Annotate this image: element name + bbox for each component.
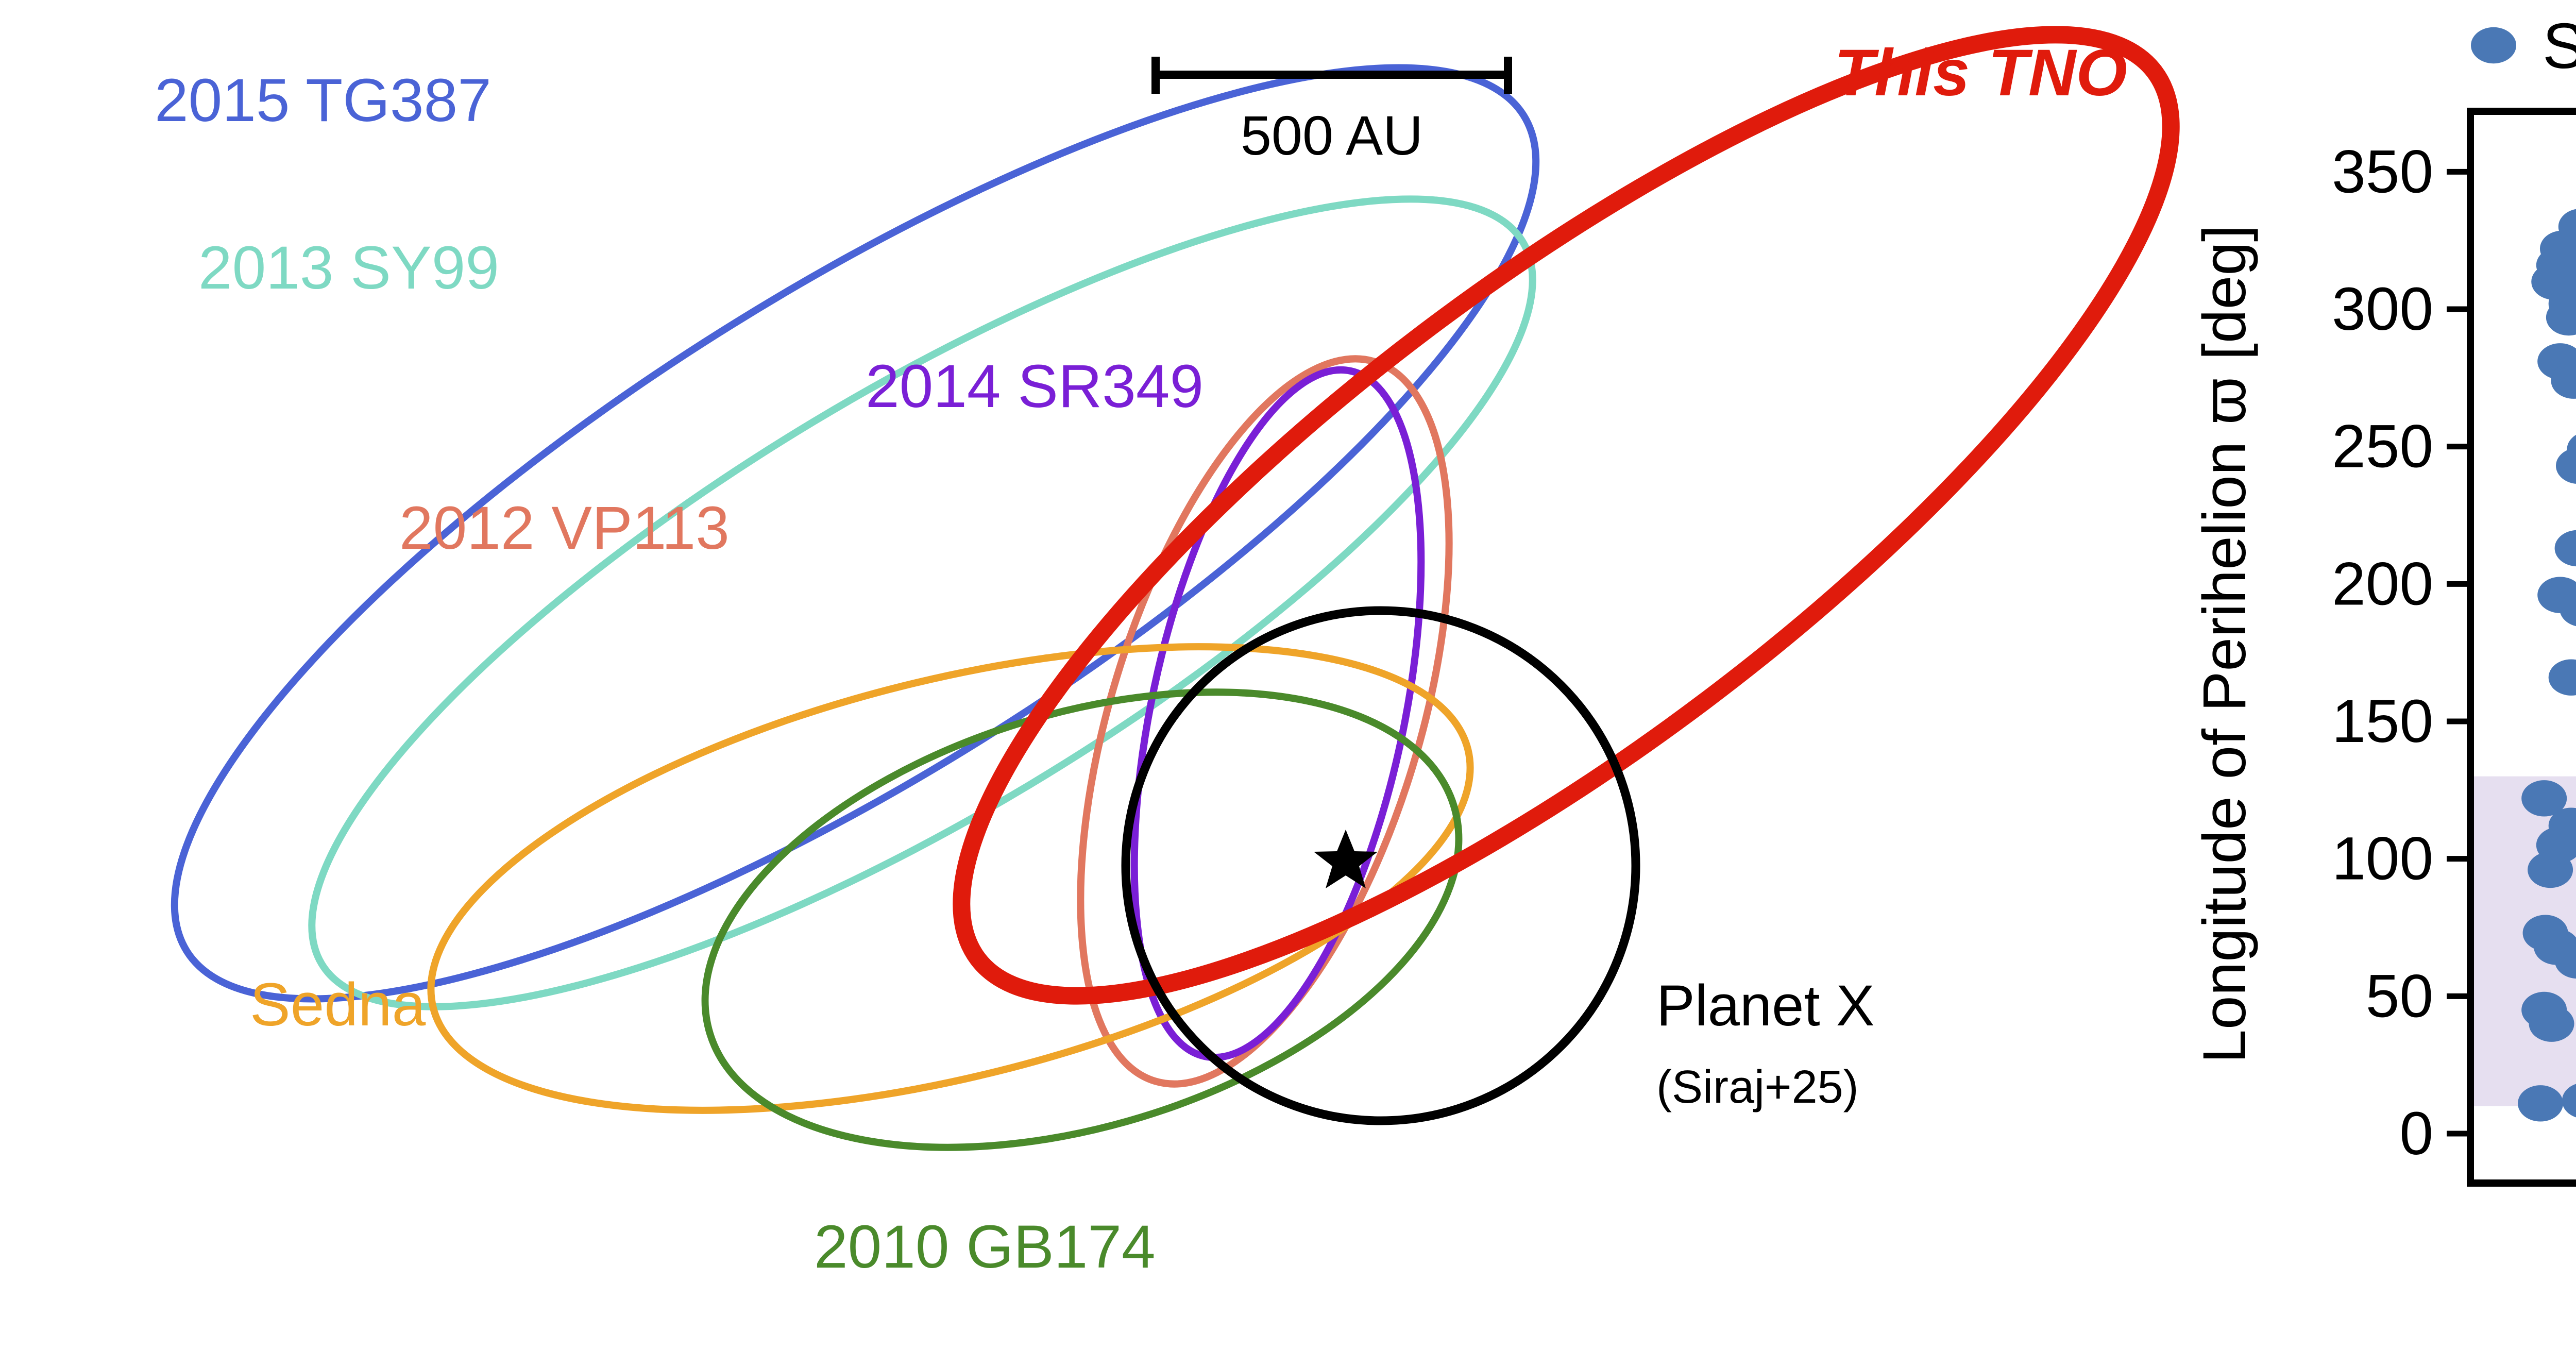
point-stable — [2554, 530, 2576, 567]
orbit-label-2010-gb174: 2010 GB174 — [814, 1213, 1156, 1281]
orbit-ellipse-2012-vp113 — [1077, 355, 1453, 1088]
y-axis-label: Longitude of Perihelion ϖ [deg] — [2195, 225, 2259, 1063]
planet-x-citation: (Siraj+25) — [1656, 1061, 1859, 1113]
orbit-label-group: 2015 TG387 2013 SY99 2012 VP113 2014 SR349 S… — [155, 66, 1204, 1281]
orbit-label-2012-vp113: 2012 VP113 — [399, 494, 730, 562]
orbit-ellipse-sedna — [427, 643, 1474, 1114]
legend-marker-stable — [2471, 27, 2516, 64]
y-tick-label: 100 — [2332, 825, 2433, 893]
orbit-diagram: 500 AU 2015 TG387 2013 SY99 2012 VP113 2014… — [155, 26, 2180, 1281]
orbit-label-2015-tg387: 2015 TG387 — [155, 66, 492, 134]
point-stable — [2554, 942, 2576, 979]
y-tick-label: 0 — [2399, 1100, 2433, 1168]
y-tick-label: 350 — [2332, 138, 2433, 206]
orbit-diagram-panel: 500 AU 2015 TG387 2013 SY99 2012 VP113 2014… — [155, 26, 2180, 1281]
orbit-label-2013-sy99: 2013 SY99 — [198, 234, 499, 302]
point-stable — [2528, 851, 2573, 888]
y-tick-label: 300 — [2332, 275, 2433, 343]
point-stable — [2548, 659, 2576, 696]
point-stable — [2521, 780, 2567, 817]
scale-bar-label: 500 AU — [1241, 104, 1423, 166]
orbit-ellipse-group — [171, 26, 2180, 1151]
orbit-ellipse-2013-sy99 — [308, 195, 1536, 1010]
point-stable — [2529, 1005, 2574, 1042]
data-points — [2518, 209, 2576, 1122]
orbit-label-sedna: Sedna — [250, 971, 426, 1039]
point-stable — [2555, 448, 2576, 484]
y-tick-label: 250 — [2332, 413, 2433, 481]
orbit-ellipse-this-tno — [953, 26, 2180, 1005]
scatter-plot: StableMetastableTNOs shown in the left 2… — [2195, 11, 2576, 1187]
y-tick-label: 50 — [2366, 962, 2433, 1030]
planet-x-label: Planet X — [1656, 973, 1874, 1038]
point-stable — [2562, 1084, 2576, 1118]
scatter-plot-panel: StableMetastableTNOs shown in the left 2… — [2195, 0, 2576, 1366]
this-tno-label-left: This TNO — [1834, 36, 2127, 110]
orbit-label-2014-sr349: 2014 SR349 — [866, 352, 1204, 420]
point-stable — [2560, 591, 2576, 627]
plot-legend: StableMetastableTNOs shown in the left — [2471, 11, 2576, 82]
legend-label-stable: Stable — [2543, 11, 2576, 82]
y-tick-label: 150 — [2332, 687, 2433, 755]
plot-axes-frame — [2467, 108, 2576, 1187]
scale-bar: 500 AU — [1151, 57, 1512, 166]
point-stable — [2518, 1085, 2564, 1122]
planet-x-orbit — [1121, 606, 1640, 1125]
point-stable — [2551, 362, 2576, 399]
star-marker — [1314, 830, 1378, 888]
point-stable — [2548, 807, 2576, 844]
orbit-ellipse-2010-gb174 — [701, 688, 1463, 1151]
point-stable — [2546, 299, 2576, 336]
y-axis-ticks: 0 50 100 150 200 250 300 350 — [2332, 138, 2470, 1168]
y-tick-label: 200 — [2332, 550, 2433, 618]
